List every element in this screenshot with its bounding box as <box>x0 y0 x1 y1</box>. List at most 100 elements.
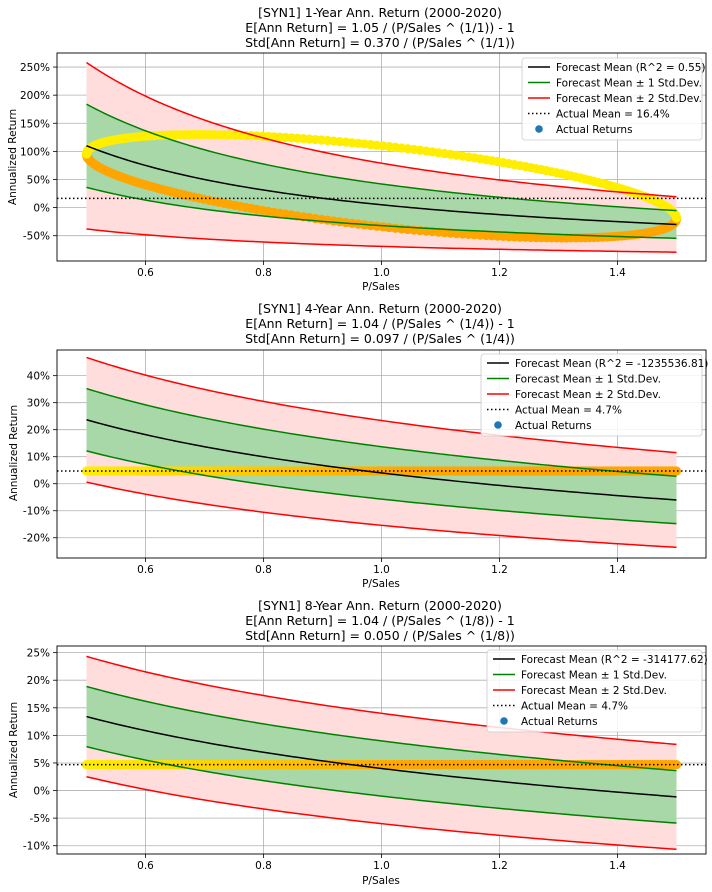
x-tick-label: 1.2 <box>491 267 508 279</box>
y-tick-label: 0% <box>33 203 50 215</box>
chart-panel-1yr: [SYN1] 1-Year Ann. Return (2000-2020) E[… <box>7 5 707 293</box>
y-tick-label: 10% <box>27 452 50 464</box>
chart-title-line3: Std[Ann Return] = 0.050 / (P/Sales ^ (1/… <box>245 628 515 643</box>
chart-title-line3: Std[Ann Return] = 0.370 / (P/Sales ^ (1/… <box>245 35 515 50</box>
legend-label: Actual Mean = 4.7% <box>521 700 628 712</box>
legend-item-std1: Forecast Mean ± 1 Std.Dev. <box>528 77 702 89</box>
scatter-point <box>671 760 682 770</box>
forecast-mean-line <box>86 419 677 501</box>
y-tick-label: 20% <box>27 425 50 437</box>
x-axis-label: P/Sales <box>362 875 400 887</box>
x-tick-label: 1.2 <box>491 564 508 576</box>
y-tick-label: -10% <box>23 841 50 853</box>
std1-upper-line <box>86 387 677 478</box>
legend-label: Forecast Mean ± 1 Std.Dev. <box>521 669 667 681</box>
y-axis-label: Annualized Return <box>8 702 20 798</box>
legend-label: Forecast Mean ± 2 Std.Dev. <box>515 389 661 401</box>
y-axis-label: Annualized Return <box>8 405 20 501</box>
std1-upper-line <box>86 685 677 772</box>
legend-label: Actual Returns <box>521 716 598 728</box>
x-tick-label: 1.4 <box>609 860 626 872</box>
x-tick-label: 0.6 <box>137 267 154 279</box>
y-tick-label: -50% <box>23 231 50 243</box>
y-tick-label: 0% <box>33 786 50 798</box>
legend-item-actual-returns: Actual Returns <box>500 716 598 728</box>
actual-returns-scatter <box>81 129 682 243</box>
legend-box <box>480 353 703 437</box>
y-tick-label: -10% <box>23 506 50 518</box>
legend-swatch-marker <box>494 421 502 429</box>
std1-lower-line <box>86 186 677 240</box>
legend-item-actual-mean: Actual Mean = 4.7% <box>493 700 628 712</box>
x-axis-label: P/Sales <box>362 578 400 590</box>
legend-label: Forecast Mean ± 2 Std.Dev. <box>556 93 702 105</box>
legend-label: Actual Mean = 16.4% <box>556 108 670 120</box>
legend-label: Actual Returns <box>556 124 633 136</box>
chart-title-line1: [SYN1] 8-Year Ann. Return (2000-2020) <box>258 598 502 613</box>
legend-label: Forecast Mean ± 1 Std.Dev. <box>556 77 702 89</box>
std1-upper-line <box>86 103 677 212</box>
forecast-mean-line <box>86 145 677 226</box>
x-tick-label: 0.8 <box>255 564 272 576</box>
plot-area <box>81 61 682 253</box>
chart-title-line1: [SYN1] 4-Year Ann. Return (2000-2020) <box>258 301 502 316</box>
y-tick-label: -20% <box>23 533 50 545</box>
y-tick-label: 100% <box>20 146 50 158</box>
chart-title-line3: Std[Ann Return] = 0.097 / (P/Sales ^ (1/… <box>245 331 515 346</box>
std2-upper-line <box>86 61 677 198</box>
chart-panel-8yr: [SYN1] 8-Year Ann. Return (2000-2020) E[… <box>8 598 708 887</box>
legend-box <box>521 57 703 141</box>
legend-item-forecast-mean: Forecast Mean (R^2 = -1235536.81) <box>487 358 708 370</box>
legend-item-std1: Forecast Mean ± 1 Std.Dev. <box>487 373 661 385</box>
std1-band <box>86 686 677 824</box>
x-axis-label: P/Sales <box>362 281 400 293</box>
legend-label: Forecast Mean ± 1 Std.Dev. <box>515 373 661 385</box>
legend-item-std2: Forecast Mean ± 2 Std.Dev. <box>493 685 667 697</box>
plot-area <box>81 356 682 549</box>
std2-lower-line <box>86 481 677 549</box>
chart-title-line1: [SYN1] 1-Year Ann. Return (2000-2020) <box>258 5 502 20</box>
y-tick-label: 15% <box>27 703 50 715</box>
legend-label: Forecast Mean (R^2 = 0.55) <box>556 62 706 74</box>
y-tick-label: 10% <box>27 730 50 742</box>
y-tick-label: 40% <box>27 371 50 383</box>
y-axis-label: Annualized Return <box>7 109 19 205</box>
x-tick-label: 0.8 <box>255 860 272 872</box>
legend-label: Actual Returns <box>515 420 592 432</box>
legend-item-std2: Forecast Mean ± 2 Std.Dev. <box>528 93 702 105</box>
legend: Forecast Mean (R^2 = 0.55) Forecast Mean … <box>521 57 706 141</box>
legend-item-actual-returns: Actual Returns <box>494 420 592 432</box>
legend: Forecast Mean (R^2 = -314177.62) Forecast… <box>486 649 708 733</box>
y-tick-label: 50% <box>27 174 50 186</box>
legend-swatch-marker <box>500 717 508 725</box>
std2-upper-line <box>86 356 677 454</box>
y-tick-label: 20% <box>27 675 50 687</box>
y-tick-label: 150% <box>20 118 50 130</box>
legend-label: Forecast Mean (R^2 = -1235536.81) <box>515 358 708 370</box>
y-tick-label: 0% <box>33 479 50 491</box>
y-tick-label: 250% <box>20 62 50 74</box>
legend-box <box>486 649 703 733</box>
legend-item-actual-mean: Actual Mean = 4.7% <box>487 404 622 416</box>
legend-item-std2: Forecast Mean ± 2 Std.Dev. <box>487 389 661 401</box>
std1-band <box>86 388 677 524</box>
y-tick-label: 200% <box>20 90 50 102</box>
x-tick-label: 1.2 <box>491 860 508 872</box>
chart-title-line2: E[Ann Return] = 1.05 / (P/Sales ^ (1/1))… <box>245 20 514 35</box>
std1-lower-line <box>86 745 677 824</box>
y-tick-label: 30% <box>27 398 50 410</box>
legend: Forecast Mean (R^2 = -1235536.81) Forecas… <box>480 353 708 437</box>
y-tick-label: -5% <box>30 813 50 825</box>
x-tick-label: 0.6 <box>137 860 154 872</box>
std2-upper-line <box>86 655 677 746</box>
legend-item-forecast-mean: Forecast Mean (R^2 = -314177.62) <box>493 654 708 666</box>
x-tick-label: 1.0 <box>373 860 390 872</box>
y-tick-label: 5% <box>33 758 50 770</box>
legend-label: Forecast Mean (R^2 = -314177.62) <box>521 654 708 666</box>
x-tick-label: 1.4 <box>609 564 626 576</box>
x-tick-label: 0.6 <box>137 564 154 576</box>
x-tick-label: 1.0 <box>373 267 390 279</box>
chart-title-line2: E[Ann Return] = 1.04 / (P/Sales ^ (1/8))… <box>245 613 514 628</box>
x-tick-label: 0.8 <box>255 267 272 279</box>
